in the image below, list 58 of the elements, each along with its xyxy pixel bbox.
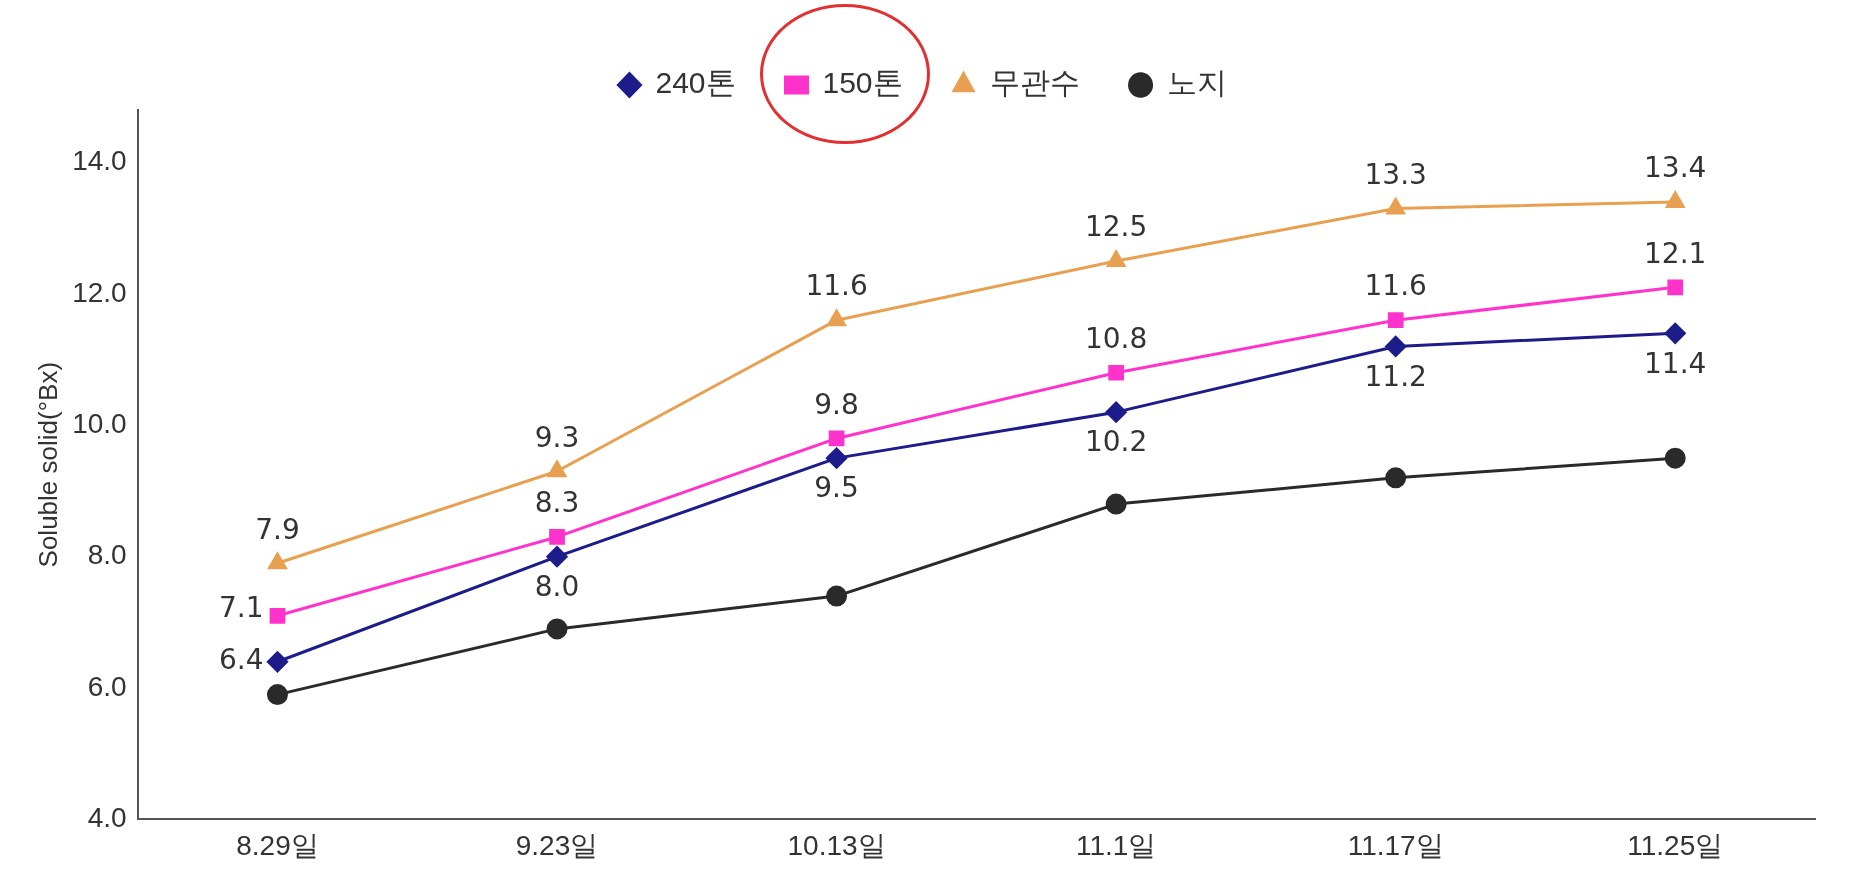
x-tick-label: 11.17일	[1347, 829, 1444, 861]
y-tick-label: 14.0	[72, 145, 127, 177]
data-label: 8.3	[534, 486, 580, 520]
point	[1665, 191, 1685, 208]
point	[1664, 322, 1686, 344]
point	[1664, 447, 1686, 469]
point	[1105, 401, 1127, 423]
data-label: 8.0	[534, 569, 580, 603]
data-label: 9.8	[814, 387, 859, 421]
data-label: 13.3	[1364, 157, 1427, 191]
point	[1385, 467, 1407, 489]
x-tick-label: 11.25일	[1627, 829, 1724, 861]
data-label: 7.1	[218, 591, 264, 625]
data-label: 13.4	[1644, 151, 1707, 185]
point	[827, 309, 846, 327]
data-label: 11.4	[1644, 346, 1707, 380]
point	[549, 529, 565, 545]
point	[269, 607, 286, 624]
x-tick-label: 10.13일	[787, 829, 886, 861]
point	[546, 618, 568, 640]
legend-label: 노지	[1166, 66, 1227, 100]
y-tick-label: 8.0	[87, 539, 127, 571]
point	[1386, 198, 1405, 215]
data-label: 12.5	[1084, 210, 1148, 244]
point	[828, 430, 845, 447]
point	[1105, 493, 1127, 515]
data-label: 9.5	[814, 471, 859, 505]
point	[547, 460, 567, 478]
point	[1106, 250, 1126, 268]
data-label: 11.6	[805, 269, 868, 303]
data-label: 9.3	[534, 420, 580, 454]
point	[826, 585, 848, 607]
y-tick-label: 12.0	[72, 276, 127, 308]
legend-label: 무관수	[989, 66, 1080, 100]
point	[546, 546, 568, 568]
x-tick-label: 9.23일	[515, 829, 599, 861]
point	[1108, 364, 1124, 381]
data-label: 6.4	[218, 643, 264, 677]
y-tick-label: 6.0	[87, 670, 127, 702]
data-label: 12.1	[1644, 236, 1707, 270]
point	[1387, 312, 1404, 329]
x-tick-label: 8.29일	[236, 829, 319, 861]
x-tick-label: 11.1일	[1075, 829, 1157, 861]
point	[266, 651, 288, 673]
data-label: 11.2	[1364, 359, 1427, 393]
point	[1385, 335, 1407, 357]
legend-label: 150톤	[822, 66, 903, 100]
y-axis-title: Soluble solid(°Bx)	[32, 361, 63, 568]
data-label: 10.8	[1084, 322, 1148, 356]
point	[266, 684, 288, 706]
data-label: 10.2	[1084, 425, 1148, 459]
legend-label: 240톤	[655, 66, 736, 100]
point	[1667, 279, 1684, 296]
point	[826, 447, 848, 469]
data-label: 11.6	[1364, 269, 1427, 303]
y-tick-label: 4.0	[87, 802, 127, 834]
y-tick-label: 10.0	[72, 408, 127, 440]
data-label: 7.9	[255, 512, 300, 546]
